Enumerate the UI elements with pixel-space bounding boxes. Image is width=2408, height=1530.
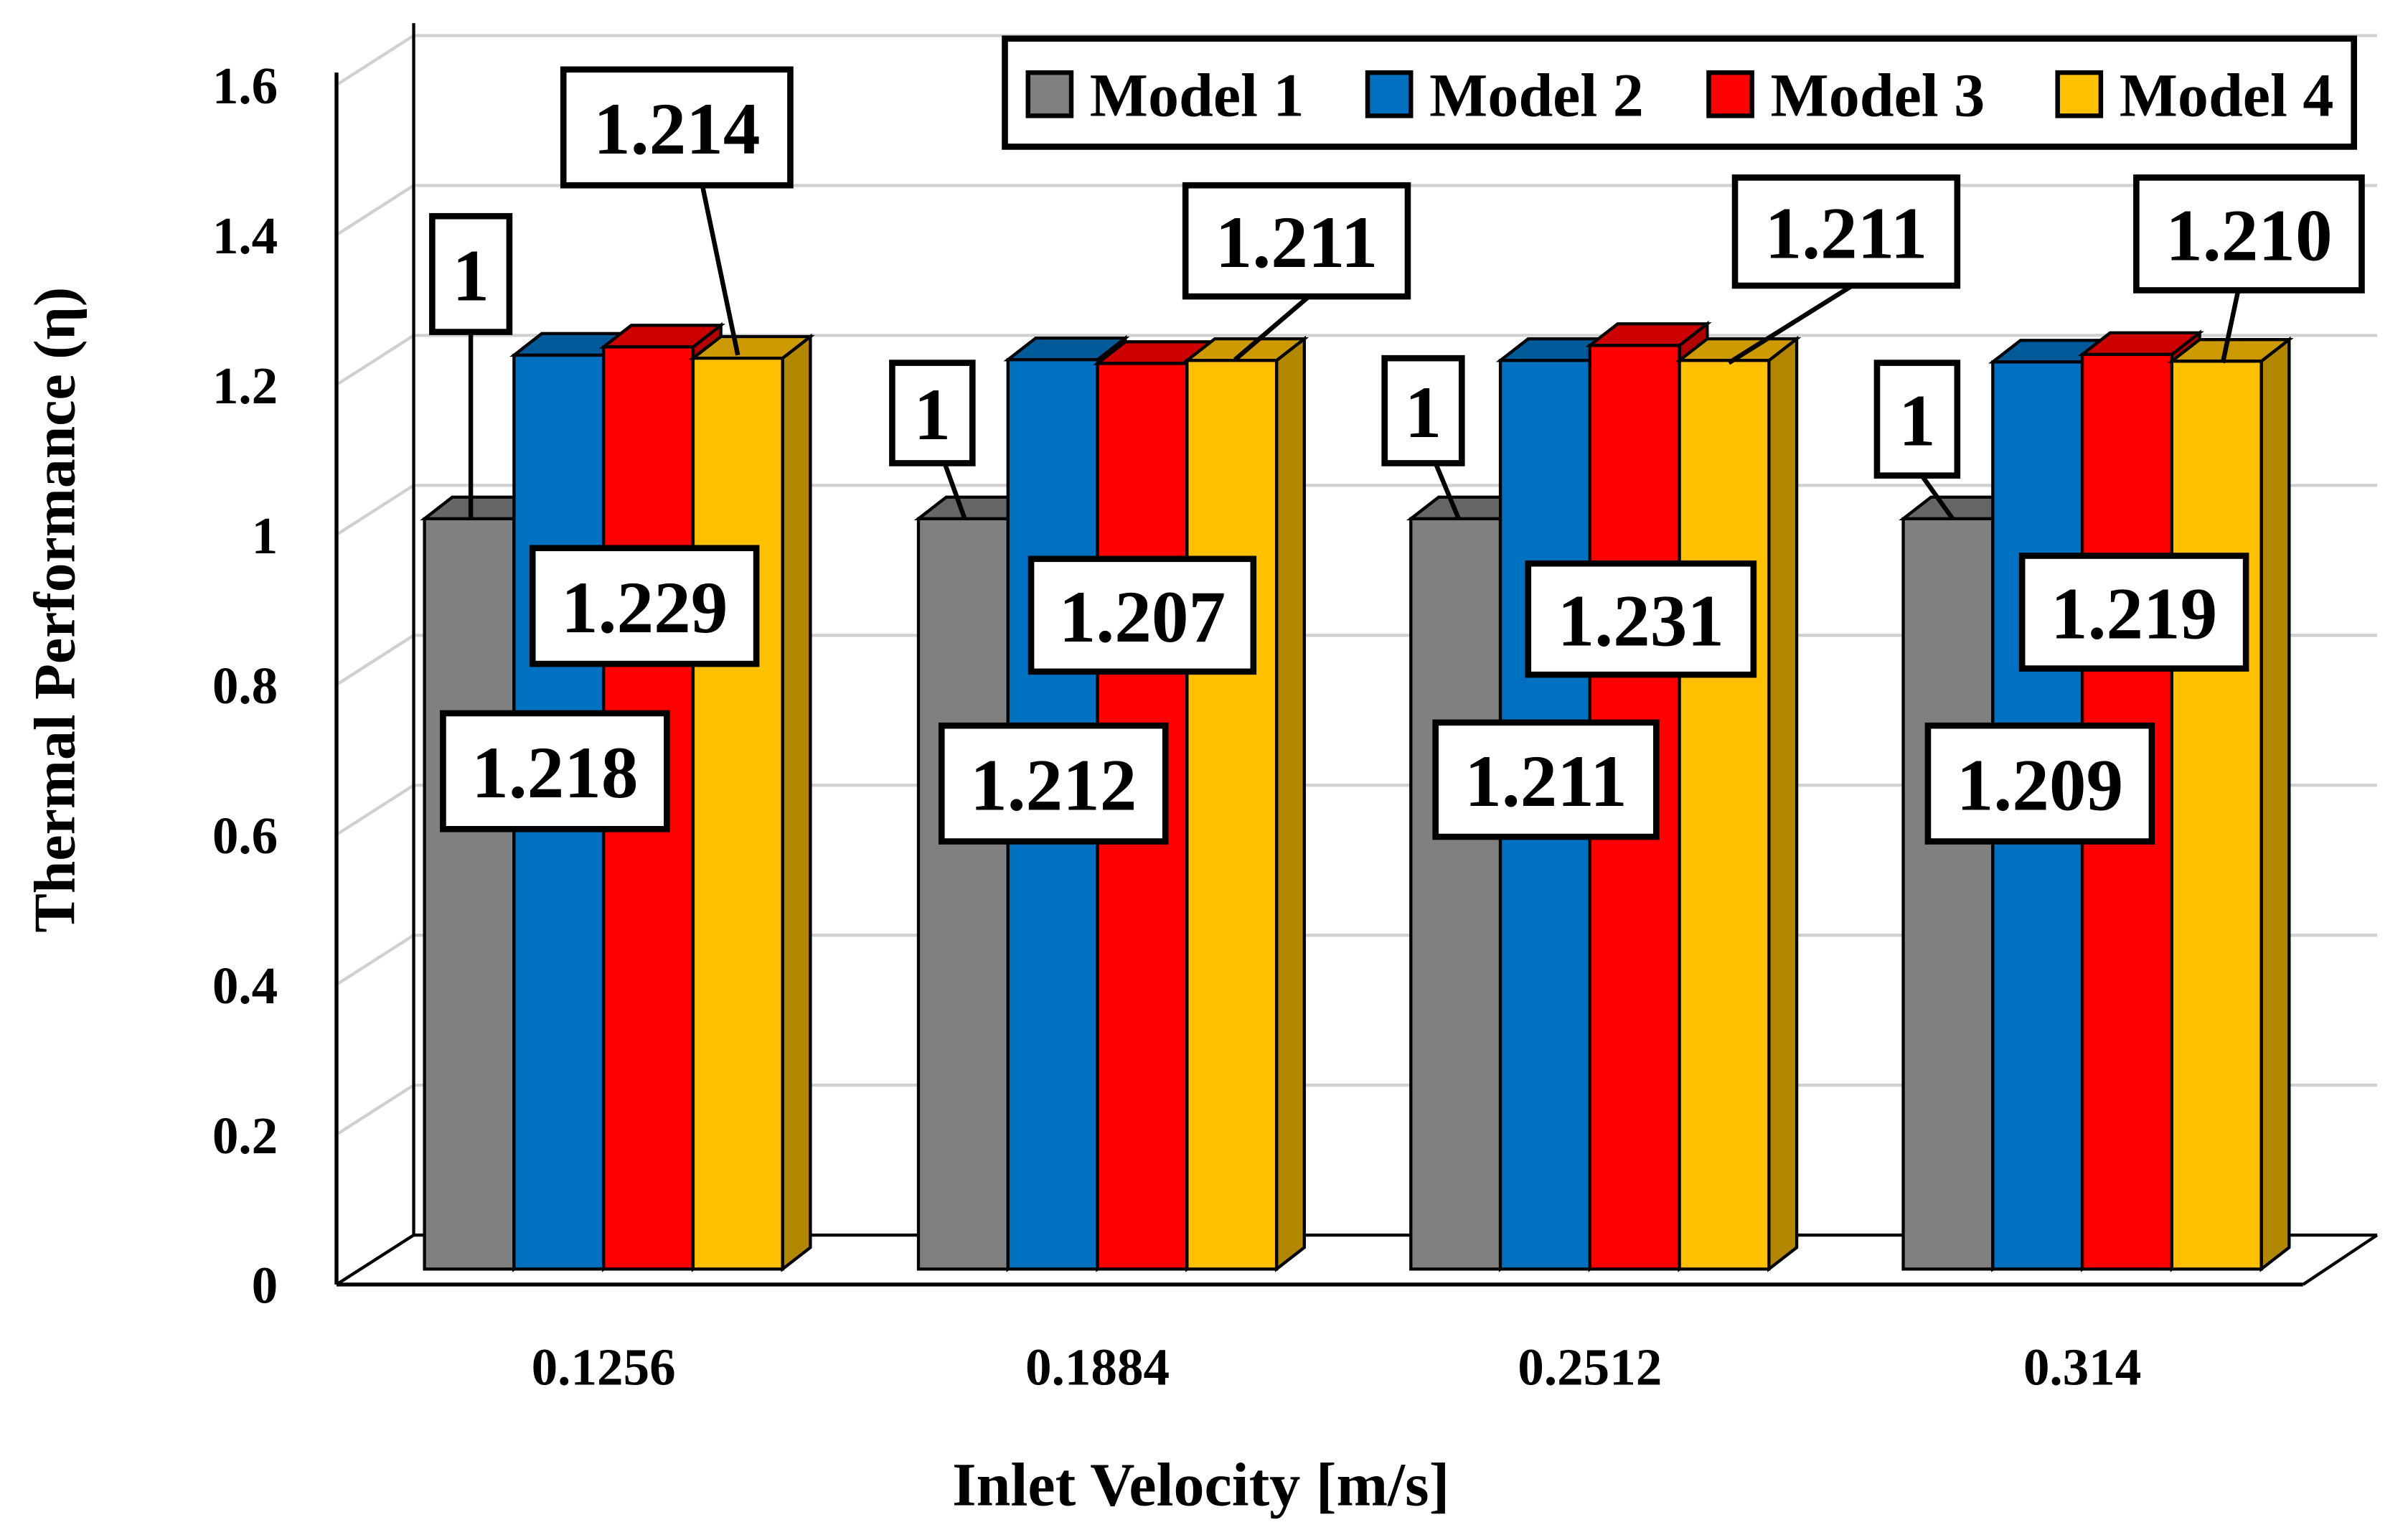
y-tick-label: 0 xyxy=(252,1257,278,1315)
bar xyxy=(423,517,516,1271)
bar-side xyxy=(1274,335,1306,1272)
x-tick-label: 0.1884 xyxy=(1025,1338,1170,1397)
bar xyxy=(2170,360,2263,1271)
data-label: 1 xyxy=(452,235,489,316)
y-axis-title: Thermal Performance (η) xyxy=(22,287,87,933)
floor-left-edge xyxy=(335,1234,415,1286)
data-label-box xyxy=(429,212,513,335)
legend: Model 1 Model 2 Model 3 Model 4 xyxy=(1002,35,2358,150)
gridline-side xyxy=(335,634,415,686)
data-label: 1.214 xyxy=(593,88,760,170)
data-label-box xyxy=(1432,719,1660,840)
bar xyxy=(1409,517,1502,1271)
data-labels: 1 1.218 1.229 1.214 1 1.212 1.207 1.211 1 1.211 1.… xyxy=(429,66,2365,845)
leader-line xyxy=(700,184,740,356)
data-label: 1.207 xyxy=(1059,576,1226,658)
data-label-box xyxy=(2018,553,2249,672)
y-tick-label: 1 xyxy=(252,507,278,565)
data-label: 1.211 xyxy=(1215,202,1378,283)
bar xyxy=(1678,359,1771,1271)
leader-line xyxy=(2220,289,2241,364)
legend-label: Model 4 xyxy=(2120,60,2334,129)
data-label: 1.229 xyxy=(561,567,728,649)
data-label-box xyxy=(938,722,1169,845)
gridline-side xyxy=(335,334,415,387)
x-tick-label: 0.314 xyxy=(2023,1338,2142,1397)
bar xyxy=(916,517,1010,1271)
bar xyxy=(1901,517,1995,1271)
leader-line xyxy=(1433,462,1461,520)
data-label: 1.209 xyxy=(1957,744,2123,826)
leader-line xyxy=(1233,294,1311,362)
data-label-box xyxy=(1381,355,1465,466)
floor-right-edge xyxy=(2302,1234,2379,1286)
legend-label: Model 2 xyxy=(1429,60,1644,129)
bar xyxy=(1185,359,1279,1271)
y-tick-label: 1.2 xyxy=(212,357,278,415)
data-label-box xyxy=(1924,722,2155,845)
legend-label: Model 3 xyxy=(1771,60,1985,129)
data-label: 1.212 xyxy=(970,744,1137,826)
data-label-box xyxy=(440,710,670,832)
data-label-box xyxy=(1182,182,1411,300)
data-label-box xyxy=(1731,174,1961,289)
data-label-box xyxy=(1525,560,1757,678)
data-label-box xyxy=(1027,555,1257,675)
bar-side xyxy=(2259,336,2291,1272)
legend-box xyxy=(1002,35,2358,150)
legend-swatch xyxy=(1025,70,1074,118)
legend-label: Model 1 xyxy=(1090,60,1304,129)
gridline-side xyxy=(335,484,415,537)
data-label-box xyxy=(529,545,760,667)
y-tick-label: 0.6 xyxy=(212,807,278,865)
data-label-box xyxy=(2133,174,2365,294)
x-axis-title: Inlet Velocity [m/s] xyxy=(952,1450,1449,1519)
gridline-side xyxy=(335,934,415,986)
y-tick-label: 1.4 xyxy=(212,207,278,265)
data-label: 1.218 xyxy=(471,732,638,814)
legend-swatch xyxy=(2055,70,2104,118)
legend-swatch xyxy=(1365,70,1414,118)
gridline-side xyxy=(335,1084,415,1136)
gridline-side xyxy=(335,34,415,87)
bar xyxy=(691,356,784,1271)
data-label: 1 xyxy=(1899,380,1936,462)
leader-line xyxy=(1727,283,1854,365)
leader-line xyxy=(1919,474,1955,520)
y-tick-label: 0.8 xyxy=(212,657,278,715)
data-label: 1 xyxy=(1405,372,1442,454)
data-label: 1.211 xyxy=(1765,192,1928,274)
gridline-side xyxy=(335,184,415,237)
y-tick-label: 1.6 xyxy=(212,57,278,115)
data-label: 1.231 xyxy=(1558,580,1724,662)
bar-side xyxy=(1767,335,1799,1272)
data-label: 1 xyxy=(914,374,951,456)
data-label-box xyxy=(560,66,794,189)
data-label: 1.210 xyxy=(2165,195,2332,277)
y-tick-label: 0.4 xyxy=(212,957,278,1015)
leader-line xyxy=(942,462,967,520)
x-tick-label: 0.2512 xyxy=(1518,1338,1662,1397)
data-label-box xyxy=(889,360,976,466)
data-label-box xyxy=(1873,360,1961,479)
x-tick-label: 0.1256 xyxy=(532,1338,676,1397)
bar-side xyxy=(781,333,812,1272)
gridline-side xyxy=(335,784,415,836)
data-label: 1.211 xyxy=(1464,741,1627,822)
y-tick-label: 0.2 xyxy=(212,1107,278,1165)
data-label: 1.219 xyxy=(2051,573,2217,655)
legend-swatch xyxy=(1706,70,1754,118)
